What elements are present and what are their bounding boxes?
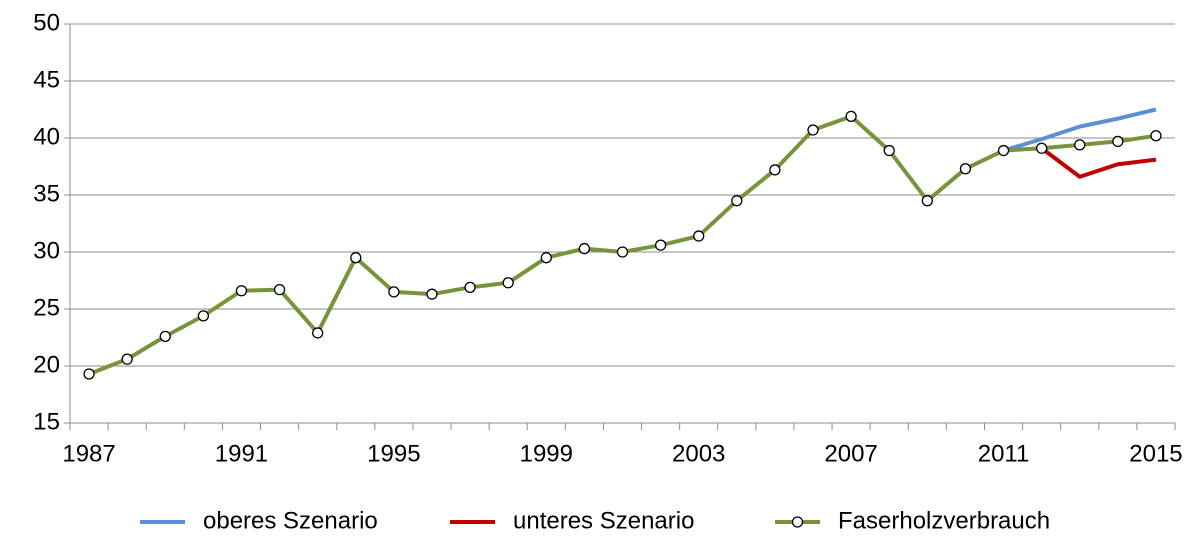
marker <box>654 239 667 251</box>
marker <box>235 285 248 297</box>
x-tick-label: 1991 <box>215 440 268 467</box>
marker <box>959 163 972 175</box>
marker <box>769 164 781 176</box>
legend-label: Faserholzverbrauch <box>838 507 1050 534</box>
marker <box>464 281 476 293</box>
marker <box>426 288 438 300</box>
x-tick-label: 2003 <box>672 440 725 467</box>
marker <box>1112 135 1124 148</box>
marker <box>388 286 400 298</box>
marker <box>616 246 629 258</box>
marker <box>845 110 857 122</box>
marker <box>807 124 819 136</box>
x-tick-label: 2015 <box>1129 440 1182 467</box>
marker <box>1150 130 1162 142</box>
marker <box>83 368 95 380</box>
marker <box>921 195 933 207</box>
marker <box>197 310 210 322</box>
marker <box>350 252 362 264</box>
x-tick-label: 2011 <box>978 440 1030 467</box>
x-tick-label: 1995 <box>367 440 420 467</box>
y-tick-label: 40 <box>33 123 60 150</box>
marker <box>1074 139 1086 151</box>
line <box>88 114 1157 376</box>
marker <box>997 144 1010 157</box>
marker <box>883 144 895 157</box>
marker <box>312 327 324 339</box>
legend-marker <box>791 516 804 528</box>
y-tick-label: 45 <box>33 66 60 93</box>
marker <box>121 353 133 365</box>
y-tick-label: 25 <box>33 294 60 321</box>
legend-label: unteres Szenario <box>513 507 694 534</box>
x-tick-label: 1999 <box>520 440 573 467</box>
marker <box>502 277 514 289</box>
marker <box>693 230 705 242</box>
marker <box>578 242 591 255</box>
marker <box>273 283 286 296</box>
y-tick-label: 15 <box>33 408 60 435</box>
marker <box>159 330 171 343</box>
marker <box>731 195 743 207</box>
y-tick-label: 20 <box>33 351 60 378</box>
marker <box>1035 142 1048 154</box>
line <box>1002 107 1157 153</box>
y-tick-label: 35 <box>33 180 60 207</box>
marker <box>540 252 552 264</box>
y-tick-label: 50 <box>33 9 60 36</box>
x-tick-label: 1987 <box>62 440 115 467</box>
line <box>1040 146 1157 179</box>
x-tick-label: 2007 <box>824 440 877 467</box>
y-tick-label: 30 <box>33 237 60 264</box>
legend-label: oberes Szenario <box>203 507 378 534</box>
